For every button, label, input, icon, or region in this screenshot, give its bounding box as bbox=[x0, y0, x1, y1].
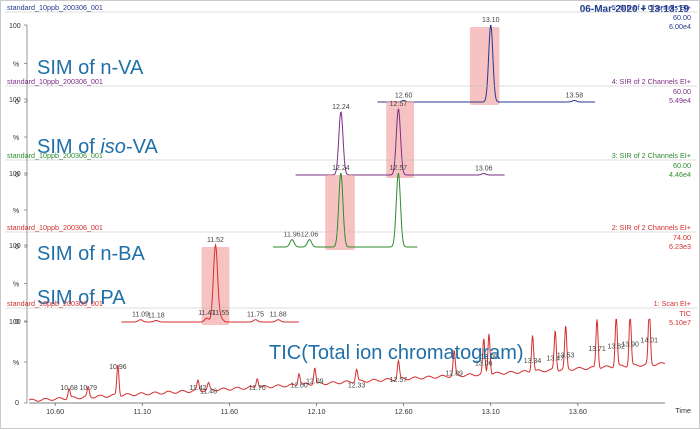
peak-label: 11.88 bbox=[270, 312, 287, 319]
mass-label: TIC bbox=[679, 309, 691, 318]
peak-label: 11.09 bbox=[132, 312, 149, 319]
intensity-label: 5.49e4 bbox=[669, 96, 691, 105]
y-tick-label: 100 bbox=[9, 171, 21, 178]
mass-label: 60.00 bbox=[673, 161, 691, 170]
y-tick-label: 100 bbox=[9, 97, 21, 104]
peak-label: 13.90 bbox=[621, 342, 639, 349]
peak-label: 13.10 bbox=[482, 17, 500, 24]
trace-line bbox=[121, 242, 299, 323]
peak-label: 13.82 bbox=[607, 343, 625, 350]
y-tick-label: % bbox=[13, 135, 19, 142]
x-tick-label: 11.10 bbox=[134, 407, 151, 416]
panel-label: SIM of n-BA bbox=[37, 243, 145, 265]
channel-label: 2: SIR of 2 Channels EI+ bbox=[612, 223, 691, 232]
highlight-box bbox=[386, 101, 415, 178]
panel-label: TIC(Total ion chromatogram) bbox=[269, 342, 524, 364]
channel-label: 4: SIR of 2 Channels EI+ bbox=[612, 77, 691, 86]
panel-label: SIM of PA bbox=[37, 287, 126, 309]
y-tick-label: % bbox=[13, 360, 19, 367]
peak-label: 12.57 bbox=[390, 101, 408, 108]
peak-label: 12.57 bbox=[390, 165, 408, 172]
channel-label: 5: SIR of 2 Channels EI+ bbox=[612, 3, 691, 12]
intensity-label: 4.46e4 bbox=[669, 170, 691, 179]
y-tick-label: 0 bbox=[15, 99, 19, 106]
peak-label: 13.06 bbox=[475, 165, 493, 172]
highlight-box bbox=[201, 247, 230, 325]
peak-label: 12.33 bbox=[348, 383, 366, 390]
intensity-label: 6.00e4 bbox=[669, 22, 691, 31]
peak-label: 12.24 bbox=[332, 165, 350, 172]
peak-label: 13.06 bbox=[475, 361, 493, 368]
peak-label: 11.55 bbox=[212, 310, 229, 317]
peak-label: 12.24 bbox=[332, 104, 350, 111]
peak-label: 11.48 bbox=[200, 388, 217, 395]
panel-label-part: SIM of bbox=[37, 136, 100, 158]
peak-label: 12.09 bbox=[306, 379, 324, 386]
y-tick-label: 0 bbox=[15, 244, 19, 251]
peak-label: 12.89 bbox=[445, 370, 463, 377]
peak-label: 14.01 bbox=[641, 338, 659, 345]
trace-line bbox=[272, 172, 418, 248]
peak-label: 11.75 bbox=[247, 312, 264, 319]
peak-label: 10.79 bbox=[79, 385, 97, 392]
peak-label: 11.18 bbox=[148, 312, 165, 319]
panel-label: SIM of iso-VA bbox=[37, 136, 158, 158]
x-axis-label: Time bbox=[675, 406, 691, 415]
peak-label: 12.00 bbox=[290, 383, 308, 390]
panel-label-part: -VA bbox=[126, 136, 159, 158]
x-tick-label: 12.60 bbox=[395, 407, 413, 416]
y-tick-label: 100 bbox=[9, 319, 21, 326]
highlight-box bbox=[325, 175, 355, 250]
sample-name: standard_10ppb_200306_001 bbox=[7, 223, 103, 232]
peak-label: 11.52 bbox=[207, 237, 224, 244]
peak-label: 12.06 bbox=[301, 232, 319, 239]
peak-label: 10.68 bbox=[60, 385, 78, 392]
mass-label: 74.00 bbox=[673, 233, 691, 242]
peak-label: 12.60 bbox=[395, 92, 413, 99]
y-tick-label: 100 bbox=[9, 23, 21, 30]
peak-label: 13.34 bbox=[524, 358, 542, 365]
y-tick-label: 100 bbox=[9, 243, 21, 250]
y-tick-label: % bbox=[13, 62, 19, 69]
peak-label: 13.47 bbox=[546, 356, 564, 363]
peak-label: 11.47 bbox=[198, 310, 215, 317]
sample-name: standard_10ppb_200306_001 bbox=[7, 151, 103, 160]
peak-label: 11.76 bbox=[249, 385, 266, 392]
sample-name: standard_10ppb_200306_001 bbox=[7, 3, 103, 12]
peak-label: 13.09 bbox=[480, 354, 498, 361]
channel-label: 1: Scan EI+ bbox=[654, 299, 691, 308]
sample-name: standard_10ppb_200306_001 bbox=[7, 299, 103, 308]
y-tick-label: 0 bbox=[15, 319, 19, 326]
mass-label: 60.00 bbox=[673, 87, 691, 96]
peak-label: 10.96 bbox=[109, 364, 127, 371]
x-tick-label: 13.10 bbox=[482, 407, 500, 416]
panel-label-part: iso bbox=[100, 136, 126, 158]
intensity-label: 6.23e3 bbox=[669, 242, 691, 251]
mass-label: 60.00 bbox=[673, 13, 691, 22]
peak-label: 11.42 bbox=[190, 385, 207, 392]
x-tick-label: 13.60 bbox=[569, 407, 587, 416]
x-tick-label: 11.60 bbox=[221, 407, 238, 416]
x-tick-label: 10.60 bbox=[46, 407, 64, 416]
peak-label: 11.96 bbox=[284, 232, 301, 239]
y-tick-label: % bbox=[13, 208, 19, 215]
peak-label: 13.53 bbox=[557, 352, 575, 359]
channel-label: 3: SIR of 2 Channels EI+ bbox=[612, 151, 691, 160]
peak-label: 12.57 bbox=[390, 377, 408, 384]
y-tick-label: 0 bbox=[15, 400, 19, 407]
panel-label: SIM of n-VA bbox=[37, 57, 144, 79]
y-tick-label: % bbox=[13, 282, 19, 289]
sample-name: standard_10ppb_200306_001 bbox=[7, 77, 103, 86]
peak-label: 13.71 bbox=[588, 346, 606, 353]
peak-label: 13.58 bbox=[566, 92, 584, 99]
trace-line bbox=[28, 318, 666, 402]
date-stamp: 06-Mar-2020 + 13:13:19 bbox=[579, 4, 689, 15]
intensity-label: 5.10e7 bbox=[669, 318, 691, 327]
y-tick-label: 0 bbox=[15, 172, 19, 179]
x-tick-label: 12.10 bbox=[308, 407, 326, 416]
